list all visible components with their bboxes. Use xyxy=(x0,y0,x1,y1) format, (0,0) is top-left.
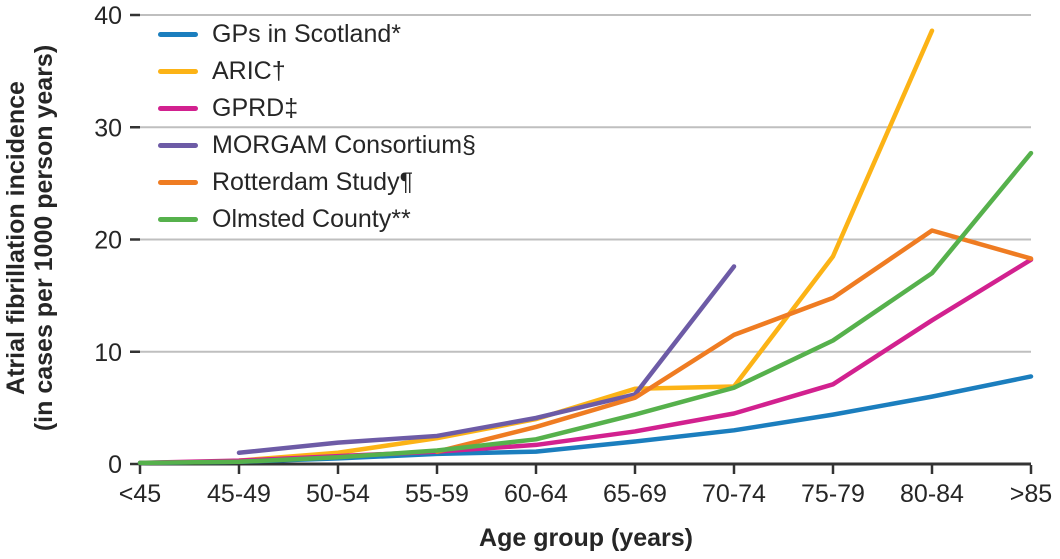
y-tick-label-0: 0 xyxy=(108,451,122,479)
legend-item-gps-scotland: GPs in Scotland* xyxy=(158,20,476,48)
y-tick-label-20: 20 xyxy=(94,227,122,255)
x-axis-label: Age group (years) xyxy=(479,524,693,552)
x-tick-label-8: 80-84 xyxy=(900,480,964,508)
legend-item-gprd: GPRD‡ xyxy=(158,94,476,122)
legend-item-rotterdam: Rotterdam Study¶ xyxy=(158,168,476,196)
legend-swatch-morgam xyxy=(158,142,198,148)
series-line-3 xyxy=(236,264,737,456)
x-tick-label-9: >85 xyxy=(1010,480,1052,508)
legend-label-rotterdam: Rotterdam Study¶ xyxy=(212,167,414,196)
x-tick-label-3: 55-59 xyxy=(405,480,469,508)
series-line-5 xyxy=(137,150,1034,466)
y-tick-label-10: 10 xyxy=(94,339,122,367)
legend-item-olmsted: Olmsted County** xyxy=(158,205,476,233)
x-tick-label-0: <45 xyxy=(119,480,161,508)
legend-label-aric: ARIC† xyxy=(212,56,286,85)
y-tick-label-40: 40 xyxy=(94,2,122,30)
legend-swatch-rotterdam xyxy=(158,179,198,185)
x-tick-label-1: 45-49 xyxy=(207,480,271,508)
series-line-4 xyxy=(434,228,1034,454)
legend-swatch-aric xyxy=(158,68,198,74)
legend-label-olmsted: Olmsted County** xyxy=(212,204,411,233)
legend-item-morgam: MORGAM Consortium§ xyxy=(158,131,476,159)
x-tick-label-5: 65-69 xyxy=(603,480,667,508)
legend-swatch-gps-scotland xyxy=(158,31,198,37)
x-tick-label-6: 70-74 xyxy=(702,480,766,508)
x-tick-label-7: 75-79 xyxy=(801,480,865,508)
series-line-2 xyxy=(137,257,1034,466)
legend: GPs in Scotland* ARIC† GPRD‡ MORGAM Cons… xyxy=(158,20,476,242)
y-tick-label-30: 30 xyxy=(94,114,122,142)
legend-swatch-olmsted xyxy=(158,216,198,222)
legend-swatch-gprd xyxy=(158,105,198,111)
legend-label-gprd: GPRD‡ xyxy=(212,93,299,122)
legend-label-morgam: MORGAM Consortium§ xyxy=(212,130,476,159)
x-tick-label-2: 50-54 xyxy=(306,480,370,508)
legend-item-aric: ARIC† xyxy=(158,57,476,85)
legend-label-gps-scotland: GPs in Scotland* xyxy=(212,19,401,48)
x-tick-label-4: 60-64 xyxy=(504,480,568,508)
